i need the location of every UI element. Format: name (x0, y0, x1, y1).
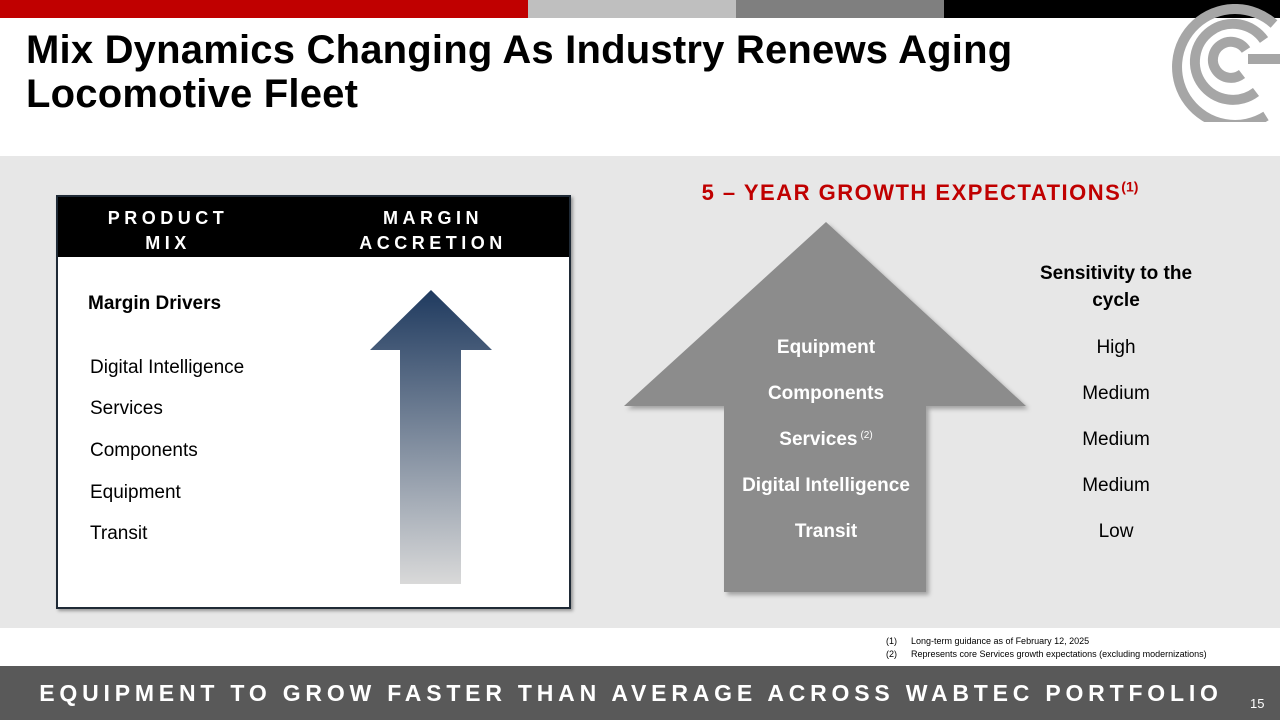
top-bar-black (944, 0, 1280, 18)
segment-services: Services (2) (706, 429, 946, 451)
driver-item: Services (90, 398, 163, 419)
sensitivity-value: Medium (1082, 429, 1150, 450)
segment-footnote-ref: (2) (860, 429, 873, 441)
driver-item: Transit (90, 523, 148, 544)
sensitivity-value: Medium (1082, 383, 1150, 404)
footnotes: (1) Long-term guidance as of February 12… (886, 635, 1207, 661)
growth-expectations-title: 5 – YEAR GROWTH EXPECTATIONS(1) (640, 180, 1200, 206)
footnote-number: (2) (886, 649, 897, 659)
sensitivity-value: Low (1098, 521, 1134, 542)
segment-digital-intelligence: Digital Intelligence (706, 475, 946, 497)
header-product-mix: PRODUCT MIX (107, 208, 229, 253)
driver-item: Digital Intelligence (90, 357, 245, 378)
segment-label: Digital Intelligence (742, 475, 910, 496)
segment-label: Equipment (776, 337, 876, 358)
segment-label: Components (767, 383, 885, 404)
sensitivity-title: Sensitivity to the cycle (1039, 263, 1193, 311)
footnote-number: (1) (886, 636, 897, 646)
footnote: (1) Long-term guidance as of February 12… (886, 635, 1207, 648)
driver-item: Components (90, 440, 198, 461)
bottom-banner-text: EQUIPMENT TO GROW FASTER THAN AVERAGE AC… (39, 680, 1223, 706)
bottom-banner (0, 666, 1280, 720)
product-mix-box: PRODUCT MIX MARGIN ACCRETION Margin Driv… (56, 195, 571, 609)
top-bar-light-gray (528, 0, 736, 18)
growth-title-text: 5 – YEAR GROWTH EXPECTATIONS (701, 180, 1122, 205)
margin-drivers-title: Margin Drivers (88, 293, 222, 314)
growth-title-note: (1) (1121, 178, 1139, 195)
header-margin-accretion: MARGIN ACCRETION (359, 208, 507, 253)
sensitivity-value: Medium (1082, 475, 1150, 496)
segment-label: Services (779, 429, 858, 450)
product-mix-header: PRODUCT MIX MARGIN ACCRETION (58, 197, 569, 257)
footnote-text: Long-term guidance as of February 12, 20… (911, 636, 1090, 646)
footnote: (2) Represents core Services growth expe… (886, 648, 1207, 661)
segment-equipment: Equipment (706, 337, 946, 359)
sensitivity-value: High (1096, 337, 1136, 358)
top-bar-gray (736, 0, 944, 18)
segment-transit: Transit (706, 521, 946, 543)
wabtec-logo-icon (1172, 4, 1280, 122)
slide-title: Mix Dynamics Changing As Industry Renews… (26, 28, 1013, 116)
top-bar-red (0, 0, 528, 18)
margin-accretion-arrow-icon (370, 290, 492, 584)
page-number: 15 (1250, 696, 1265, 711)
driver-item: Equipment (90, 482, 181, 503)
segment-components: Components (706, 383, 946, 405)
segment-label: Transit (794, 521, 858, 542)
growth-arrow-icon (624, 222, 1026, 592)
footnote-text: Represents core Services growth expectat… (911, 649, 1207, 659)
